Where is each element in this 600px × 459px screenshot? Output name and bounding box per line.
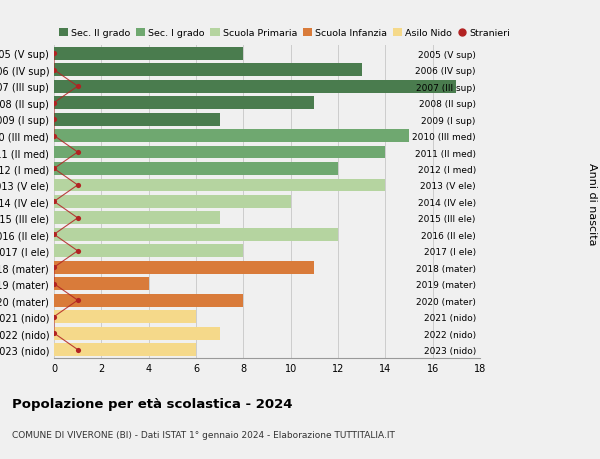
Bar [54, 327, 220, 340]
Point [73, 182, 82, 189]
Bar [54, 196, 290, 208]
Point [73, 83, 82, 90]
Point [49, 100, 59, 107]
Text: Popolazione per età scolastica - 2024: Popolazione per età scolastica - 2024 [12, 397, 293, 410]
Bar [54, 48, 244, 61]
Point [49, 165, 59, 173]
Point [49, 313, 59, 321]
Bar [54, 343, 196, 356]
Bar [54, 278, 149, 291]
Point [73, 149, 82, 157]
Legend: Sec. II grado, Sec. I grado, Scuola Primaria, Scuola Infanzia, Asilo Nido, Stran: Sec. II grado, Sec. I grado, Scuola Prim… [59, 29, 511, 38]
Point [49, 198, 59, 206]
Point [49, 264, 59, 271]
Bar [54, 113, 220, 126]
Point [73, 346, 82, 353]
Bar [54, 261, 314, 274]
Point [49, 231, 59, 239]
Text: COMUNE DI VIVERONE (BI) - Dati ISTAT 1° gennaio 2024 - Elaborazione TUTTITALIA.I: COMUNE DI VIVERONE (BI) - Dati ISTAT 1° … [12, 430, 395, 439]
Bar [54, 64, 362, 77]
Point [73, 247, 82, 255]
Point [49, 116, 59, 123]
Bar [54, 179, 385, 192]
Point [73, 297, 82, 304]
Bar [54, 229, 338, 241]
Point [49, 50, 59, 58]
Point [49, 67, 59, 74]
Bar [54, 294, 244, 307]
Bar [54, 311, 196, 323]
Point [49, 330, 59, 337]
Bar [54, 245, 244, 257]
Point [73, 215, 82, 222]
Bar [54, 212, 220, 225]
Bar [54, 162, 338, 175]
Point [49, 133, 59, 140]
Bar [54, 97, 314, 110]
Bar [54, 146, 385, 159]
Bar [54, 130, 409, 143]
Point [49, 280, 59, 288]
Bar [54, 81, 457, 93]
Text: Anni di nascita: Anni di nascita [587, 163, 597, 246]
